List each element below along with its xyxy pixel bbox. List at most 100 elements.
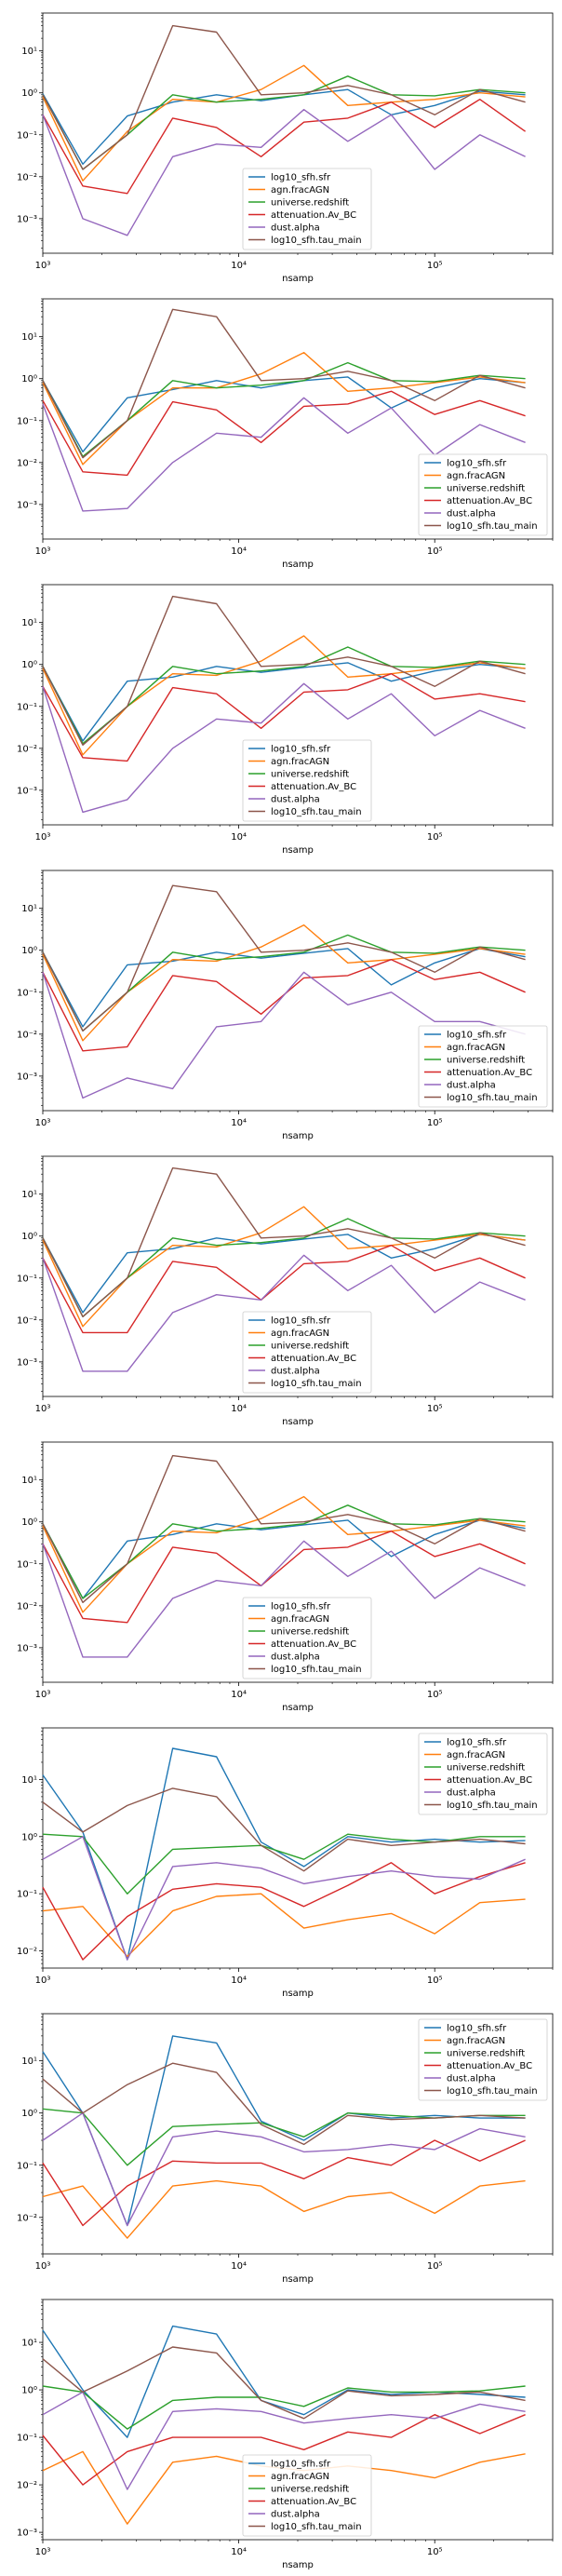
legend-label: log10_sfh.tau_main — [447, 1801, 538, 1811]
legend-box — [418, 1025, 548, 1108]
legend: log10_sfh.sfr agn.fracAGN universe.redshif… — [242, 739, 372, 822]
y-tick-label: 10⁰ — [21, 2109, 37, 2119]
series-lines — [42, 2325, 526, 2525]
legend-item: universe.redshift — [248, 2485, 349, 2495]
x-axis-label: nsamp — [282, 1989, 314, 1999]
x-tick-label: 10⁴ — [231, 1690, 247, 1700]
series-line-log10-sfh-tau-main — [42, 595, 526, 747]
x-tick-label: 10³ — [35, 1690, 51, 1700]
series-lines — [42, 24, 527, 236]
legend-item: attenuation.Av_BC — [424, 1775, 532, 1786]
series-line-agn-fracagn — [42, 2179, 526, 2239]
y-tick-label: 10⁻³ — [17, 1357, 37, 1368]
legend-item: dust.alpha — [424, 1081, 496, 1091]
series-line-log10-sfh-tau-main — [42, 2062, 526, 2146]
x-axis: 10³ 10⁴ 10⁵ nsamp — [35, 1111, 554, 1141]
legend-box — [242, 168, 372, 250]
legend-label: dust.alpha — [271, 223, 320, 234]
legend: log10_sfh.sfr agn.fracAGN universe.redshif… — [418, 453, 548, 536]
y-tick-label: 10¹ — [21, 1190, 37, 1200]
legend-label: dust.alpha — [447, 2074, 496, 2084]
legend-label: log10_sfh.sfr — [447, 2024, 507, 2034]
legend-box — [242, 1597, 372, 1679]
legend-label: attenuation.Av_BC — [271, 1639, 356, 1650]
y-tick-label: 10⁻² — [17, 172, 37, 182]
series-line-dust-alpha — [42, 2111, 526, 2227]
legend-label: attenuation.Av_BC — [271, 2497, 356, 2507]
y-tick-label: 10¹ — [21, 904, 37, 914]
series-lines — [42, 884, 526, 1099]
y-tick-label: 10⁻² — [17, 2213, 37, 2223]
x-tick-label: 10³ — [35, 1976, 51, 1986]
legend-label: agn.fracAGN — [271, 757, 329, 767]
chart-9: 10³ 10⁴ 10⁵ nsamp 10⁻³ 10⁻² 10⁻¹ 10⁰ 10¹ log10_sf… — [17, 2299, 554, 2570]
x-axis-label: nsamp — [282, 1131, 314, 1141]
legend-item: agn.fracAGN — [424, 1043, 505, 1053]
series-line-attenuation-av-bc — [42, 1244, 526, 1334]
x-axis: 10³ 10⁴ 10⁵ nsamp — [35, 253, 554, 284]
legend-label: agn.fracAGN — [271, 2472, 329, 2482]
y-tick-label: 10¹ — [21, 618, 37, 628]
legend-item: attenuation.Av_BC — [424, 2061, 532, 2071]
legend-label: log10_sfh.tau_main — [271, 236, 362, 246]
legend-label: log10_sfh.tau_main — [447, 1093, 538, 1103]
y-axis: 10⁻² 10⁻¹ 10⁰ 10¹ — [17, 2013, 43, 2255]
series-line-dust-alpha — [42, 397, 526, 512]
y-tick-label: 10⁻² — [17, 458, 37, 468]
x-tick-label: 10⁴ — [231, 1976, 247, 1986]
chart-4: 10³ 10⁴ 10⁵ nsamp 10⁻³ 10⁻² 10⁻¹ 10⁰ 10¹ log10_sf… — [17, 870, 554, 1141]
legend: log10_sfh.sfr agn.fracAGN universe.redshif… — [242, 168, 372, 250]
series-line-agn-fracagn — [42, 924, 526, 1042]
legend-item: universe.redshift — [424, 1763, 525, 1774]
legend-item: agn.fracAGN — [424, 1750, 505, 1760]
legend-label: log10_sfh.tau_main — [447, 2086, 538, 2097]
legend-item: dust.alpha — [248, 795, 320, 805]
chart-2: 10³ 10⁴ 10⁵ nsamp 10⁻³ 10⁻² 10⁻¹ 10⁰ 10¹ log10_sf… — [17, 298, 554, 570]
legend: log10_sfh.sfr agn.fracAGN universe.redshif… — [242, 1597, 372, 1679]
series-lines — [42, 2035, 526, 2239]
x-tick-label: 10⁴ — [231, 832, 247, 843]
legend-label: dust.alpha — [271, 2510, 320, 2520]
legend-label: universe.redshift — [271, 1342, 349, 1352]
series-line-dust-alpha — [42, 1540, 526, 1658]
x-axis: 10³ 10⁴ 10⁵ nsamp — [35, 539, 554, 570]
x-axis: 10³ 10⁴ 10⁵ nsamp — [35, 825, 554, 856]
series-lines — [42, 1454, 526, 1658]
series-line-attenuation-av-bc — [42, 672, 526, 762]
series-line-dust-alpha — [42, 2391, 526, 2490]
x-tick-label: 10⁵ — [427, 2547, 443, 2557]
y-tick-label: 10⁻² — [17, 1315, 37, 1326]
x-tick-label: 10³ — [35, 1404, 51, 1414]
x-tick-label: 10⁵ — [427, 1976, 443, 1986]
legend-item: dust.alpha — [424, 509, 496, 519]
y-axis: 10⁻³ 10⁻² 10⁻¹ 10⁰ 10¹ — [17, 2299, 43, 2541]
series-line-attenuation-av-bc — [42, 98, 527, 195]
legend-label: attenuation.Av_BC — [271, 1354, 356, 1364]
y-tick-label: 10¹ — [21, 2057, 37, 2067]
y-tick-label: 10¹ — [21, 47, 37, 57]
legend-label: log10_sfh.tau_main — [447, 521, 538, 532]
legend-label: log10_sfh.sfr — [271, 745, 331, 755]
chart-1: 10³ 10⁴ 10⁵ nsamp 10⁻³ 10⁻² 10⁻¹ 10⁰ 10¹ log10_sf… — [17, 12, 554, 284]
y-tick-label: 10⁻² — [17, 2481, 37, 2491]
legend-box — [242, 2454, 372, 2537]
chart-6: 10³ 10⁴ 10⁵ nsamp 10⁻³ 10⁻² 10⁻¹ 10⁰ 10¹ log10_sf… — [17, 1441, 554, 1713]
series-line-universe-redshift — [42, 2385, 526, 2430]
legend-item: attenuation.Av_BC — [248, 210, 356, 221]
series-line-log10-sfh-tau-main — [42, 2346, 526, 2420]
legend-label: agn.fracAGN — [271, 1328, 329, 1339]
legend-label: dust.alpha — [447, 1081, 496, 1091]
y-tick-label: 10⁻¹ — [17, 1274, 37, 1284]
series-lines — [42, 595, 526, 814]
legend-label: log10_sfh.sfr — [271, 1316, 331, 1327]
x-tick-label: 10³ — [35, 546, 51, 557]
legend-item: log10_sfh.sfr — [424, 459, 507, 469]
legend: log10_sfh.sfr agn.fracAGN universe.redshif… — [242, 2454, 372, 2537]
series-line-agn-fracagn — [42, 64, 526, 182]
series-line-agn-fracagn — [42, 1495, 526, 1613]
x-tick-label: 10⁴ — [231, 1118, 247, 1128]
series-line-agn-fracagn — [42, 635, 526, 756]
x-tick-label: 10⁵ — [427, 832, 443, 843]
legend-label: universe.redshift — [447, 484, 525, 494]
